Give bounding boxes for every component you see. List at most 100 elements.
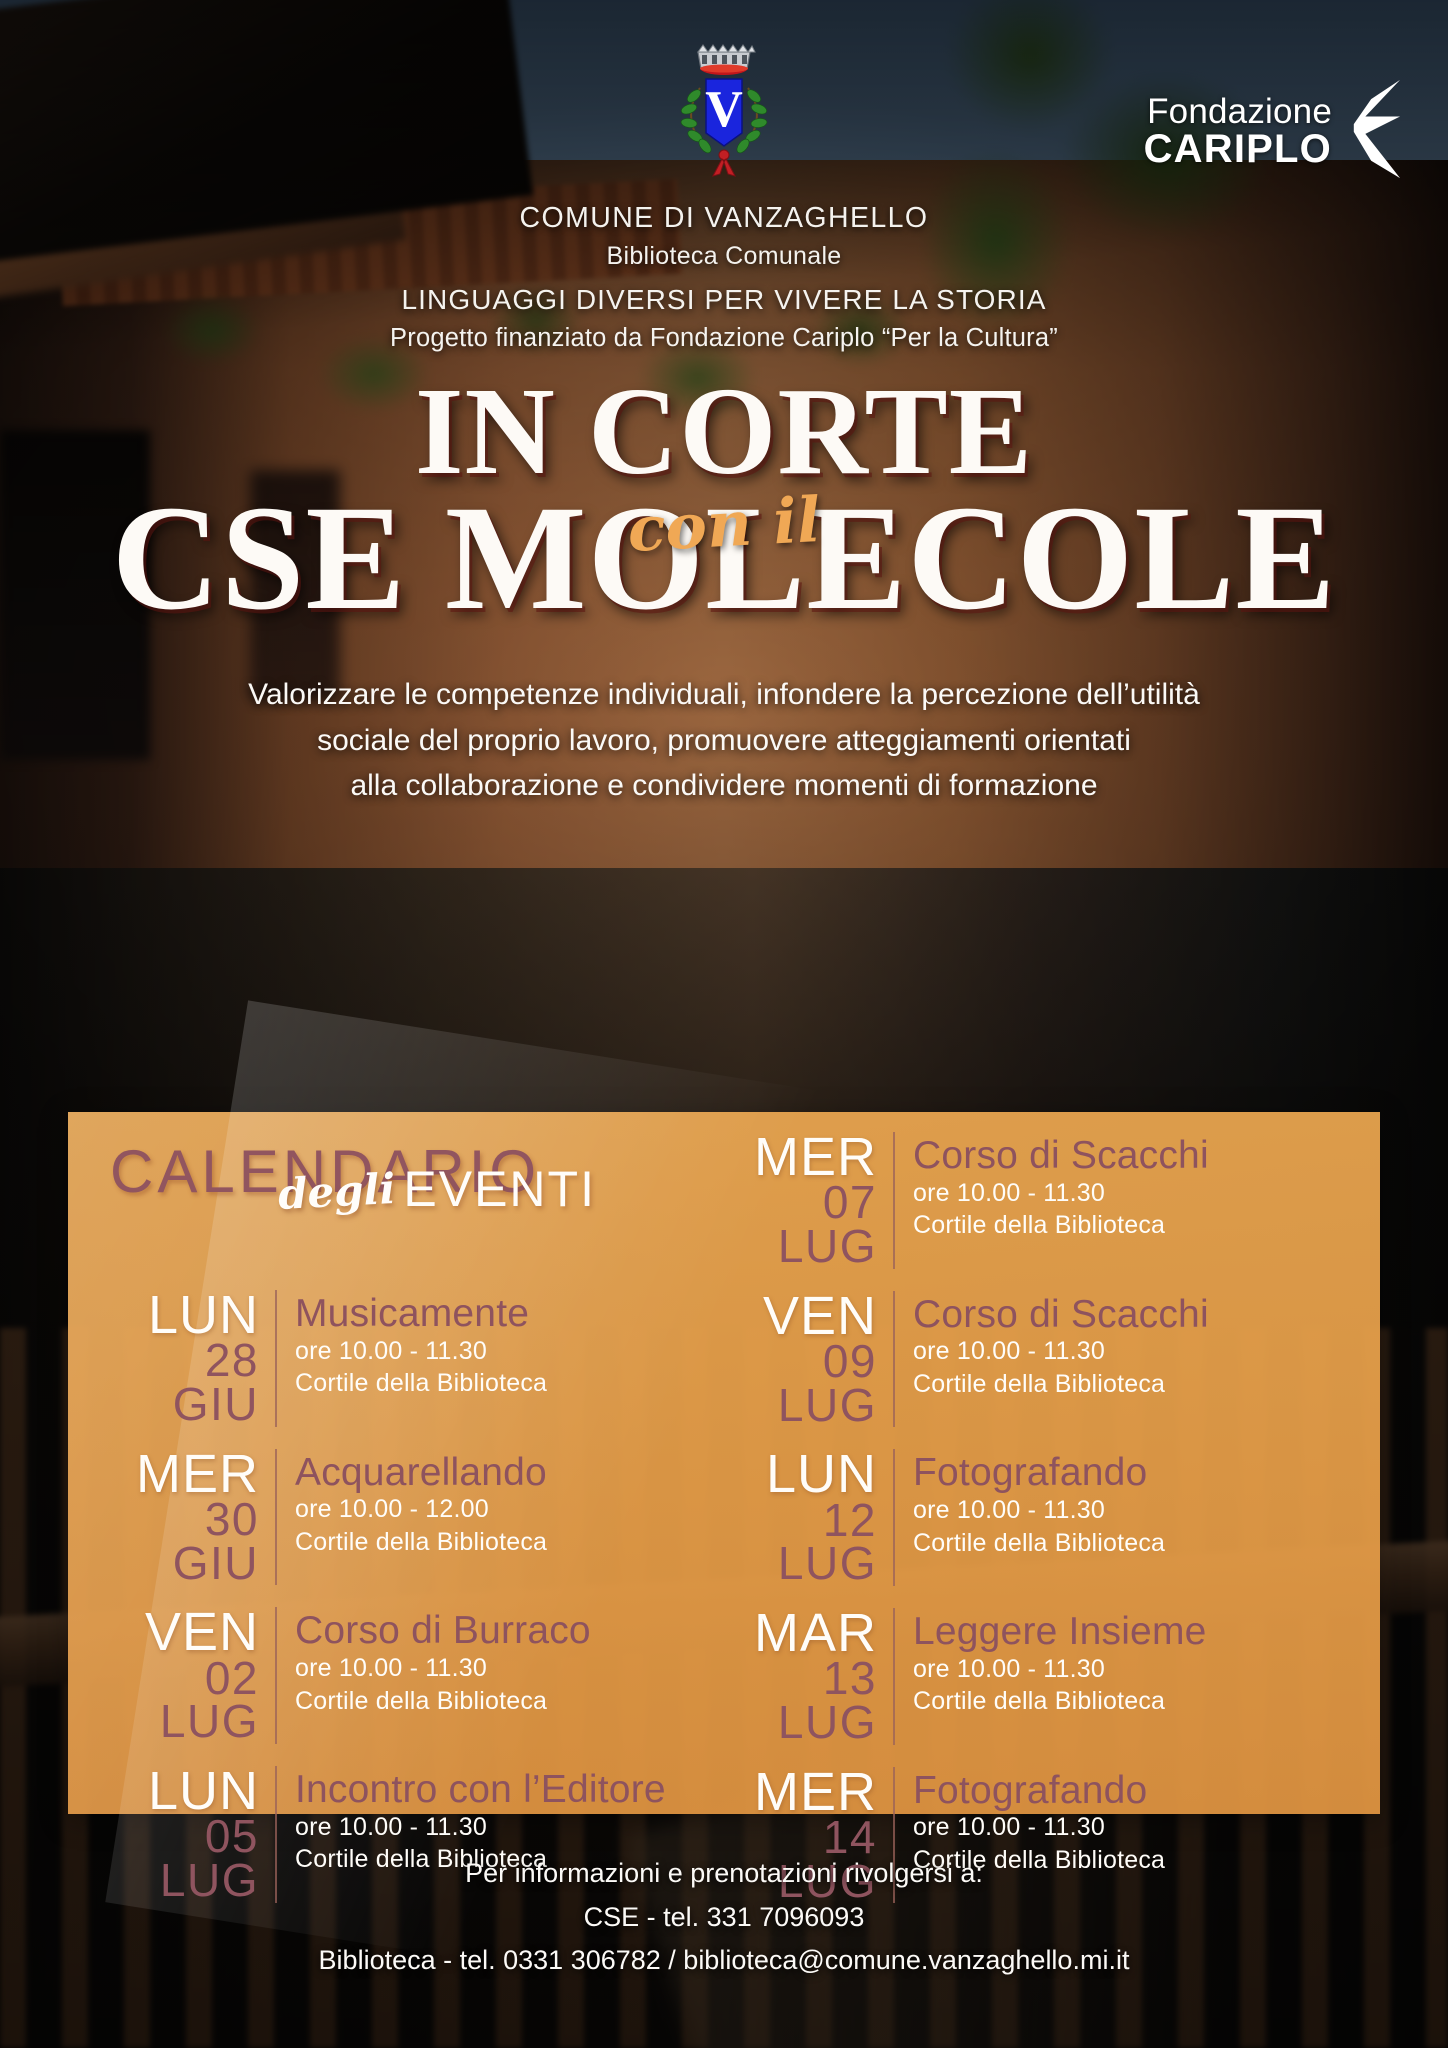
event-title: Corso di Scacchi [913,1134,1209,1177]
event-day-month: 12 LUG [777,1493,877,1590]
event-place: Cortile della Biblioteca [913,1845,1166,1874]
event-place: Cortile della Biblioteca [913,1369,1166,1398]
project-title: LINGUAGGI DIVERSI PER VIVERE LA STORIA [401,284,1047,315]
event-day-of-week: LUN [765,1444,877,1505]
event-details: Corso di Scacchi ore 10.00 - 11.30 Corti… [913,1291,1209,1400]
event-title: Corso di Scacchi [913,1292,1209,1336]
event-date: MER 07 LUG [728,1127,893,1272]
event-item[interactable]: LUN 28 GIU Musicamente ore 10.00 - 11.30… [110,1285,730,1430]
event-details: Musicamente ore 10.00 - 11.30 Cortile de… [295,1290,547,1399]
event-time: ore 10.00 - 11.30 [295,1336,487,1365]
description-line: Valorizzare le competenze individuali, i… [248,678,1200,711]
description-line: alla collaborazione e condividere moment… [350,769,1098,803]
calendar-heading: CALENDARIO [110,1142,540,1202]
svg-text:V: V [705,81,743,138]
calendar-subheading: degli EVENTI [277,1160,596,1219]
event-divider [893,1449,895,1587]
event-divider [893,1608,895,1745]
event-time: ore 10.00 - 11.30 [913,1654,1105,1683]
event-time: ore 10.00 - 11.30 [913,1813,1105,1842]
calendar-columns: LUN 28 GIU Musicamente ore 10.00 - 11.30… [68,1112,1380,1904]
event-day-month: 07 LUG [777,1176,877,1272]
event-item[interactable]: VEN 02 LUG Corso di Burraco ore 10.00 - … [110,1602,730,1748]
event-divider [275,1766,277,1903]
coat-of-arms-icon: V [676,38,772,198]
footer-line-cse[interactable]: CSE - tel. 331 7096093 [583,1901,865,1932]
event-day-month: 30 GIU [172,1492,259,1589]
event-item[interactable]: MAR 13 LUG Leggere Insieme ore 10.00 - 1… [728,1603,1348,1745]
event-day-of-week: VEN [144,1602,259,1663]
event-divider [893,1290,895,1428]
event-day-month: 14 LUG [777,1810,877,1907]
event-item[interactable]: MER 14 LUG Fotografando ore 10.00 - 11.3… [728,1761,1348,1907]
fondazione-cariplo-logo: Fondazione CARIPLO [1144,76,1404,187]
event-time: ore 10.00 - 11.30 [913,1337,1105,1366]
comune-department: Biblioteca Comunale [606,242,842,270]
event-title: Corso di Burraco [295,1609,591,1653]
event-place: Cortile della Biblioteca [295,1369,548,1398]
event-title: Acquarellando [295,1450,547,1494]
event-title: Leggere Insieme [913,1610,1207,1654]
event-details: Corso di Scacchi ore 10.00 - 11.30 Corti… [913,1132,1209,1241]
calendar-column-left: LUN 28 GIU Musicamente ore 10.00 - 11.30… [110,1112,730,1925]
event-divider [275,1448,277,1586]
event-day-of-week: LUN [147,1285,259,1345]
poster-title: IN CORTE con il CSE MOLECOLE [0,370,1448,641]
event-time: ore 10.00 - 11.30 [295,1654,487,1683]
event-date: LUN 12 LUG [728,1444,893,1590]
event-time: ore 10.00 - 12.00 [295,1495,489,1524]
event-item[interactable]: LUN 12 LUG Fotografando ore 10.00 - 11.3… [728,1444,1348,1590]
event-place: Cortile della Biblioteca [913,1687,1166,1716]
event-day-month: 09 LUG [777,1334,877,1431]
event-date: LUN 28 GIU [110,1285,275,1430]
project-funding: Progetto finanziato da Fondazione Caripl… [390,324,1058,352]
event-time: ore 10.00 - 11.30 [913,1178,1105,1207]
calendar-subtitle-main: EVENTI [403,1161,596,1217]
calendar-column-right: MER 07 LUG Corso di Scacchi ore 10.00 - … [728,1112,1348,1925]
event-day-of-week: MAR [754,1603,877,1664]
event-details: Acquarellando ore 10.00 - 12.00 Cortile … [295,1449,547,1558]
event-details: Corso di Burraco ore 10.00 - 11.30 Corti… [295,1607,591,1716]
event-day-of-week: MER [136,1443,259,1504]
event-title: Incontro con l’Editore [295,1768,666,1812]
cariplo-line1: Fondazione [1147,92,1332,131]
event-divider [275,1290,277,1427]
comune-block: COMUNE DI VANZAGHELLO Biblioteca Comunal… [0,202,1448,271]
footer-line-intro: Per informazioni e prenotazioni rivolger… [465,1858,983,1888]
event-item[interactable]: MER 30 GIU Acquarellando ore 10.00 - 12.… [110,1443,730,1589]
event-day-month: 02 LUG [159,1651,259,1748]
title-line-2: CSE MOLECOLE [111,475,1337,641]
cariplo-arrow-mark-icon [1346,76,1404,187]
event-details: Fotografando ore 10.00 - 11.30 Cortile d… [913,1449,1165,1558]
event-day-month: 05 LUG [159,1810,259,1906]
event-place: Cortile della Biblioteca [295,1686,548,1715]
title-script: con il [625,483,823,566]
event-day-of-week: LUN [147,1761,259,1822]
event-date: MAR 13 LUG [728,1603,893,1745]
event-item[interactable]: MER 07 LUG Corso di Scacchi ore 10.00 - … [728,1127,1348,1272]
event-divider [893,1132,895,1269]
event-divider [893,1766,895,1904]
contact-footer: Per informazioni e prenotazioni rivolger… [0,1852,1448,1983]
event-day-month: 28 GIU [172,1334,259,1430]
event-day-of-week: MER [754,1761,877,1822]
event-date: VEN 02 LUG [110,1602,275,1748]
event-item[interactable]: VEN 09 LUG Corso di Scacchi ore 10.00 - … [728,1285,1348,1431]
event-time: ore 10.00 - 11.30 [913,1496,1105,1525]
cariplo-line2: CARIPLO [1143,127,1332,171]
event-title: Musicamente [295,1292,530,1335]
event-place: Cortile della Biblioteca [913,1528,1166,1557]
event-item[interactable]: LUN 05 LUG Incontro con l’Editore ore 10… [110,1761,730,1906]
calendar-panel: CALENDARIO degli EVENTI LUN 28 GIU [68,1000,1380,1996]
project-block: LINGUAGGI DIVERSI PER VIVERE LA STORIA P… [0,284,1448,353]
event-place: Cortile della Biblioteca [913,1211,1166,1240]
event-day-of-week: VEN [762,1285,877,1346]
event-date: VEN 09 LUG [728,1285,893,1431]
footer-line-biblioteca[interactable]: Biblioteca - tel. 0331 306782 / bibliote… [318,1945,1130,1976]
event-title: Fotografando [913,1451,1148,1495]
description-line: sociale del proprio lavoro, promuovere a… [317,723,1131,757]
event-day-of-week: MER [754,1127,877,1187]
calendar-title: CALENDARIO [110,1138,541,1205]
